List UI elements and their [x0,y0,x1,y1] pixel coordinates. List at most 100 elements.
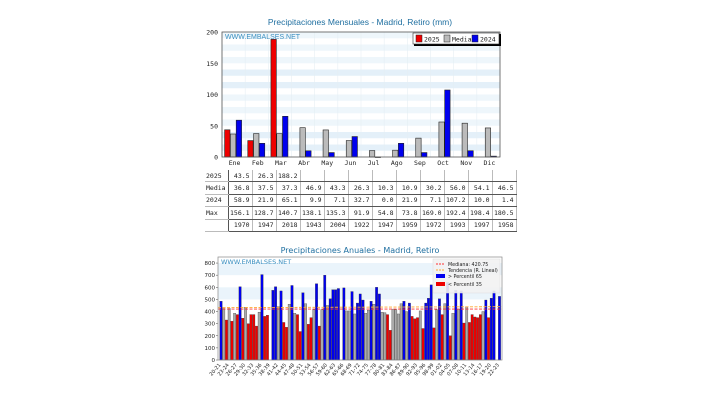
bar-year-2008 [459,290,463,361]
bar-year-1999 [435,309,439,361]
table-cell: 1922 [348,219,373,232]
bar-year-2002 [443,303,447,361]
bar-year-1958 [323,275,327,361]
bar-year-1943 [282,322,286,361]
bar-year-1935 [260,274,264,361]
bar-year-1990 [410,316,414,361]
y-tick-label: 100 [206,91,218,99]
bar-year-1923 [227,308,231,361]
table-cell: 46.5 [492,181,517,195]
table-cell: 198.4 [468,206,493,220]
table-cell [396,170,421,183]
x-tick-label: Oct [437,159,449,167]
table-cell: 1993 [444,219,469,232]
table-cell: 138.1 [300,206,325,220]
y-tick-label: 200 [205,334,216,340]
bar-year-1922 [225,319,228,361]
bar-year-1970 [356,302,359,361]
bar-year-1967 [347,310,351,361]
bar-year-1950 [301,292,305,361]
trend-line [217,306,503,309]
bar-media-mar [276,133,283,158]
table-cell: 135.3 [324,206,349,220]
bar-year-1939 [271,290,275,361]
x-tick-label: Dic [484,159,496,167]
bar-year-2006 [454,290,458,361]
y-tick-label: 150 [206,60,218,68]
bar-year-2019 [489,298,493,361]
bar-2024-jun [351,136,358,158]
table-cell: 7.1 [420,194,445,208]
y-tick-label: 400 [205,310,216,316]
legend-swatch-2024 [471,34,479,43]
y-tick-label: 300 [205,322,216,328]
bar-year-2016 [481,311,485,361]
table-cell: 56.0 [444,181,469,195]
table-cell: 1947 [372,219,397,232]
bar-year-1998 [432,327,436,361]
bar-year-1954 [312,309,316,361]
legend-label-trend: Tendencia (R. Lineal) [447,268,498,274]
table-cell: 9.9 [300,194,325,208]
bar-media-ene [230,133,237,158]
bar-year-2004 [448,335,452,361]
bar-year-2000 [438,298,441,361]
bar-year-1928 [241,318,245,361]
bar-year-1921 [222,308,226,361]
bar-media-ago [392,149,399,158]
legend-box [412,32,500,45]
bar-2025-feb [247,140,254,158]
table-cell: 156.1 [228,206,253,220]
bar-year-2003 [446,282,449,361]
bar-year-1932 [252,314,256,361]
x-tick-label: Abr [298,159,310,167]
table-cell: 26.3 [348,181,373,195]
table-cell: 10.3 [372,181,397,195]
x-tick-label: Mar [275,159,287,167]
bar-year-1941 [276,306,280,361]
table-cell: 128.7 [252,206,277,220]
bar-year-1992 [416,317,419,361]
bar-year-1949 [298,331,302,361]
table-cell [420,170,445,183]
bar-media-nov [461,122,468,158]
y-tick-label: 500 [205,297,216,303]
bar-year-2010 [465,306,469,361]
row-label: Max [205,206,229,220]
monthly-data-table: 2025 43.5 26.3 188.2 Media 36.8 37.5 37.3 46.9 43… [205,170,517,232]
table-cell: 188.2 [276,170,301,183]
bar-year-1963 [337,288,340,361]
bar-year-1977 [375,287,378,361]
bar-year-1969 [353,313,357,361]
bar-year-1974 [367,310,370,361]
table-row: Media 36.8 37.5 37.3 46.9 43.3 26.3 10.3 10.9 30.… [205,181,517,195]
x-tick-label: Sep [414,159,426,167]
bar-year-1930 [246,323,250,361]
legend-label-median: Mediana: 420.75 [448,262,488,268]
bar-2024-ago [398,143,405,158]
bar-year-1959 [326,305,329,361]
legend-label: Media [452,36,472,44]
table-cell: 180.5 [492,206,517,220]
row-label: Media [205,181,229,195]
y-tick-label: 700 [205,273,216,279]
bar-2024-nov [467,150,474,158]
bar-year-2011 [468,322,471,361]
legend-high-swatch [436,274,445,278]
bar-2024-oct [444,89,451,158]
bar-year-1929 [244,307,247,361]
x-tick-label: Nov [460,159,472,167]
bar-year-1946 [290,285,294,361]
row-label: 2025 [205,170,229,183]
bar-year-1985 [397,313,400,361]
table-row: 2025 43.5 26.3 188.2 [205,170,517,183]
bar-2024-sep [421,152,428,158]
bar-year-1988 [405,311,408,361]
bar-year-2015 [478,314,482,361]
bar-year-1953 [309,317,313,361]
table-cell: 58.9 [228,194,253,208]
bar-media-oct [438,121,445,158]
table-cell: 0.0 [372,194,397,208]
table-cell: 43.3 [324,181,349,195]
table-cell: 36.8 [228,181,253,195]
